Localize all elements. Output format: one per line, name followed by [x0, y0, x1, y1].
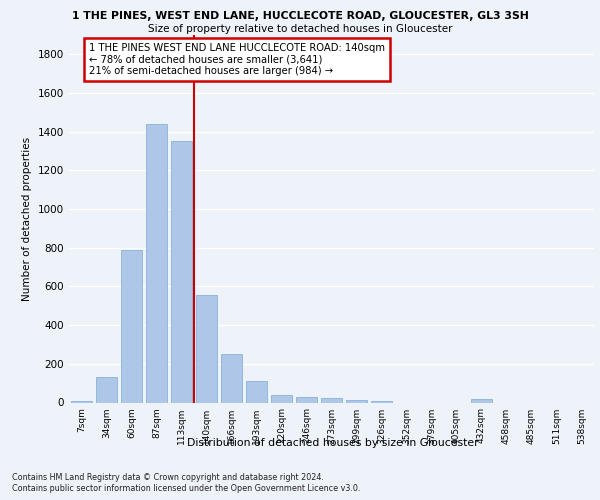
Bar [96, 378, 117, 402]
Bar [146, 124, 167, 402]
Text: 1 THE PINES, WEST END LANE, HUCCLECOTE ROAD, GLOUCESTER, GL3 3SH: 1 THE PINES, WEST END LANE, HUCCLECOTE R… [71, 11, 529, 21]
Bar [71, 400, 92, 402]
Text: 1 THE PINES WEST END LANE HUCCLECOTE ROAD: 140sqm
← 78% of detached houses are s: 1 THE PINES WEST END LANE HUCCLECOTE ROA… [89, 42, 385, 76]
Bar [171, 142, 192, 402]
Bar [121, 250, 142, 402]
Text: Contains public sector information licensed under the Open Government Licence v3: Contains public sector information licen… [12, 484, 361, 493]
Bar [471, 398, 492, 402]
Text: Distribution of detached houses by size in Gloucester: Distribution of detached houses by size … [187, 438, 479, 448]
Bar [271, 395, 292, 402]
Bar [296, 397, 317, 402]
Y-axis label: Number of detached properties: Number of detached properties [22, 136, 32, 301]
Bar [346, 400, 367, 402]
Bar [221, 354, 242, 403]
Text: Contains HM Land Registry data © Crown copyright and database right 2024.: Contains HM Land Registry data © Crown c… [12, 472, 324, 482]
Bar [196, 295, 217, 403]
Bar [371, 401, 392, 402]
Text: Size of property relative to detached houses in Gloucester: Size of property relative to detached ho… [148, 24, 452, 34]
Bar [321, 398, 342, 402]
Bar [246, 381, 267, 402]
